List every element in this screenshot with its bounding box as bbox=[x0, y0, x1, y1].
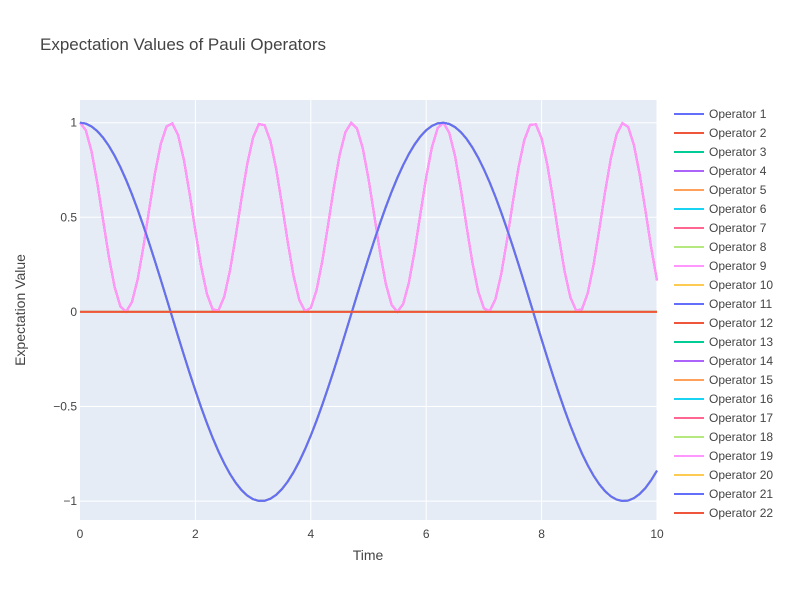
legend-item-operator-7[interactable]: Operator 7 bbox=[674, 221, 767, 235]
legend-label: Operator 13 bbox=[709, 335, 773, 349]
x-tick-label: 4 bbox=[307, 527, 314, 541]
y-tick-label: −0.5 bbox=[53, 399, 77, 413]
legend-label: Operator 6 bbox=[709, 202, 767, 216]
legend-item-operator-14[interactable]: Operator 14 bbox=[674, 354, 773, 368]
legend-item-operator-2[interactable]: Operator 2 bbox=[674, 126, 767, 140]
x-tick-label: 0 bbox=[77, 527, 84, 541]
legend-item-operator-6[interactable]: Operator 6 bbox=[674, 202, 767, 216]
legend-label: Operator 16 bbox=[709, 392, 773, 406]
grid bbox=[80, 100, 658, 520]
y-tick-label: 0 bbox=[70, 305, 77, 319]
legend[interactable]: Operator 1 Operator 2 Operator 3 Operator 4… bbox=[674, 107, 773, 520]
legend-item-operator-20[interactable]: Operator 20 bbox=[674, 468, 773, 482]
x-tick-label: 10 bbox=[650, 527, 664, 541]
legend-label: Operator 4 bbox=[709, 164, 767, 178]
series-line-operator-21 bbox=[79, 121, 658, 503]
legend-label: Operator 20 bbox=[709, 468, 773, 482]
axis-ticks: 0 2 4 6 8 10 −1 −0.5 0 0.5 1 bbox=[53, 116, 664, 541]
legend-label: Operator 11 bbox=[709, 297, 772, 311]
legend-item-operator-15[interactable]: Operator 15 bbox=[674, 373, 773, 387]
legend-item-operator-9[interactable]: Operator 9 bbox=[674, 259, 767, 273]
legend-label: Operator 1 bbox=[709, 107, 767, 121]
legend-item-operator-11[interactable]: Operator 11 bbox=[674, 297, 772, 311]
legend-item-operator-19[interactable]: Operator 19 bbox=[674, 449, 773, 463]
legend-label: Operator 7 bbox=[709, 221, 767, 235]
legend-item-operator-8[interactable]: Operator 8 bbox=[674, 240, 767, 254]
legend-item-operator-13[interactable]: Operator 13 bbox=[674, 335, 773, 349]
legend-label: Operator 8 bbox=[709, 240, 767, 254]
legend-item-operator-12[interactable]: Operator 12 bbox=[674, 316, 773, 330]
legend-item-operator-16[interactable]: Operator 16 bbox=[674, 392, 773, 406]
series-lines bbox=[79, 121, 658, 503]
series-line-operator-19 bbox=[79, 121, 658, 314]
x-tick-label: 8 bbox=[538, 527, 545, 541]
legend-label: Operator 2 bbox=[709, 126, 767, 140]
legend-label: Operator 10 bbox=[709, 278, 773, 292]
legend-label: Operator 15 bbox=[709, 373, 773, 387]
y-tick-label: −1 bbox=[63, 494, 77, 508]
legend-label: Operator 18 bbox=[709, 430, 773, 444]
legend-item-operator-17[interactable]: Operator 17 bbox=[674, 411, 773, 425]
legend-label: Operator 21 bbox=[709, 487, 773, 501]
legend-label: Operator 19 bbox=[709, 449, 773, 463]
legend-label: Operator 5 bbox=[709, 183, 767, 197]
legend-label: Operator 12 bbox=[709, 316, 773, 330]
legend-item-operator-21[interactable]: Operator 21 bbox=[674, 487, 773, 501]
legend-label: Operator 22 bbox=[709, 506, 773, 520]
legend-label: Operator 9 bbox=[709, 259, 767, 273]
legend-item-operator-3[interactable]: Operator 3 bbox=[674, 145, 767, 159]
y-tick-label: 0.5 bbox=[60, 210, 77, 224]
legend-item-operator-5[interactable]: Operator 5 bbox=[674, 183, 767, 197]
x-axis-title: Time bbox=[353, 547, 384, 563]
y-axis-title: Expectation Value bbox=[12, 254, 28, 366]
legend-item-operator-10[interactable]: Operator 10 bbox=[674, 278, 773, 292]
x-tick-label: 6 bbox=[423, 527, 430, 541]
legend-item-operator-22[interactable]: Operator 22 bbox=[674, 506, 773, 520]
legend-item-operator-18[interactable]: Operator 18 bbox=[674, 430, 773, 444]
legend-item-operator-4[interactable]: Operator 4 bbox=[674, 164, 767, 178]
y-tick-label: 1 bbox=[70, 116, 77, 130]
x-tick-label: 2 bbox=[192, 527, 199, 541]
legend-label: Operator 3 bbox=[709, 145, 767, 159]
chart-title: Expectation Values of Pauli Operators bbox=[40, 35, 326, 54]
legend-label: Operator 14 bbox=[709, 354, 773, 368]
legend-item-operator-1[interactable]: Operator 1 bbox=[674, 107, 767, 121]
plot-area bbox=[80, 100, 657, 520]
legend-label: Operator 17 bbox=[709, 411, 773, 425]
